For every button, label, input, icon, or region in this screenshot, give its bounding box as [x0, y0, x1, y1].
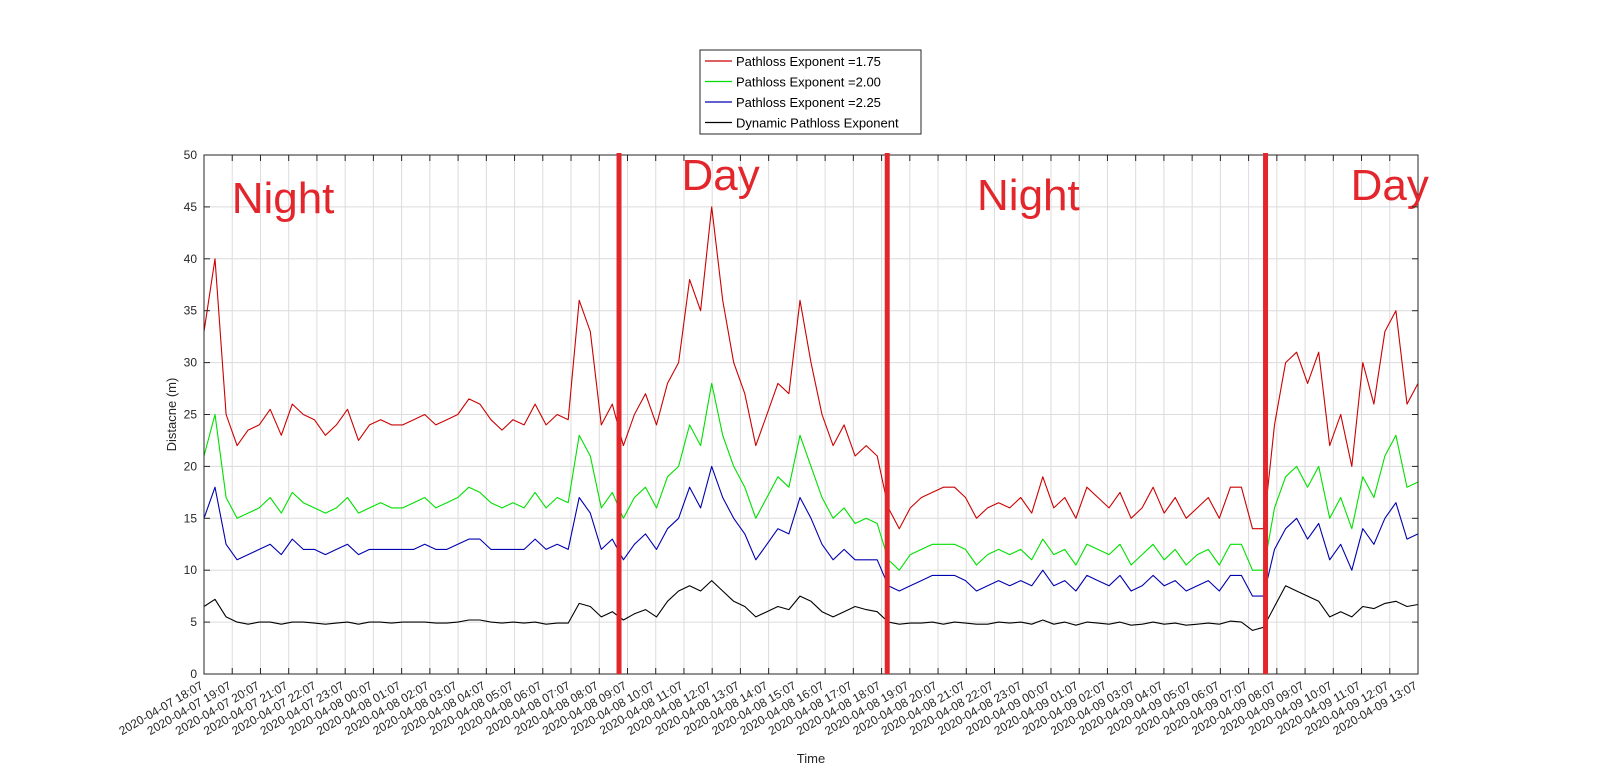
y-tick-label: 45: [184, 200, 198, 214]
y-tick-label: 5: [190, 615, 197, 629]
y-tick-label: 0: [190, 667, 197, 681]
series-lines: [203, 206, 1419, 631]
annotation-day-label: Day: [1351, 161, 1429, 210]
annotations: Night Day Night Day: [232, 151, 1429, 674]
y-tick-label: 25: [184, 408, 198, 422]
series-line-3: [203, 465, 1419, 597]
legend-box: [699, 49, 922, 135]
plot-area: Night Day Night Day 0 5 10 15 20 25 30 35 40 45 50 20…: [116, 148, 1428, 738]
y-axis-label: Distacne (m): [164, 378, 179, 452]
legend-entry-label: Pathloss Exponent =2.25: [736, 95, 881, 110]
legend-entry-label: Dynamic Pathloss Exponent: [736, 116, 899, 131]
annotation-day-label: Day: [682, 151, 760, 200]
series-line-2: [203, 382, 1419, 571]
y-tick-label: 50: [184, 148, 198, 162]
y-tick-label: 40: [184, 252, 198, 266]
y-tick-label: 15: [184, 511, 198, 525]
y-tick-label: 10: [184, 563, 198, 577]
series-line-4: [203, 580, 1419, 631]
y-tick-label: 35: [184, 304, 198, 318]
y-tick-label: 20: [184, 459, 198, 473]
legend: Pathloss Exponent =1.75 Pathloss Exponent…: [699, 49, 922, 135]
x-axis-label: Time: [797, 751, 825, 766]
annotation-night-label: Night: [232, 174, 335, 223]
legend-entry-label: Pathloss Exponent =2.00: [736, 75, 881, 90]
y-axis-ticks: 0 5 10 15 20 25 30 35 40 45 50: [184, 148, 1418, 681]
annotation-night-label: Night: [977, 171, 1080, 220]
y-tick-label: 30: [184, 356, 198, 370]
series-line-1: [203, 206, 1419, 530]
legend-entry-label: Pathloss Exponent =1.75: [736, 54, 881, 69]
